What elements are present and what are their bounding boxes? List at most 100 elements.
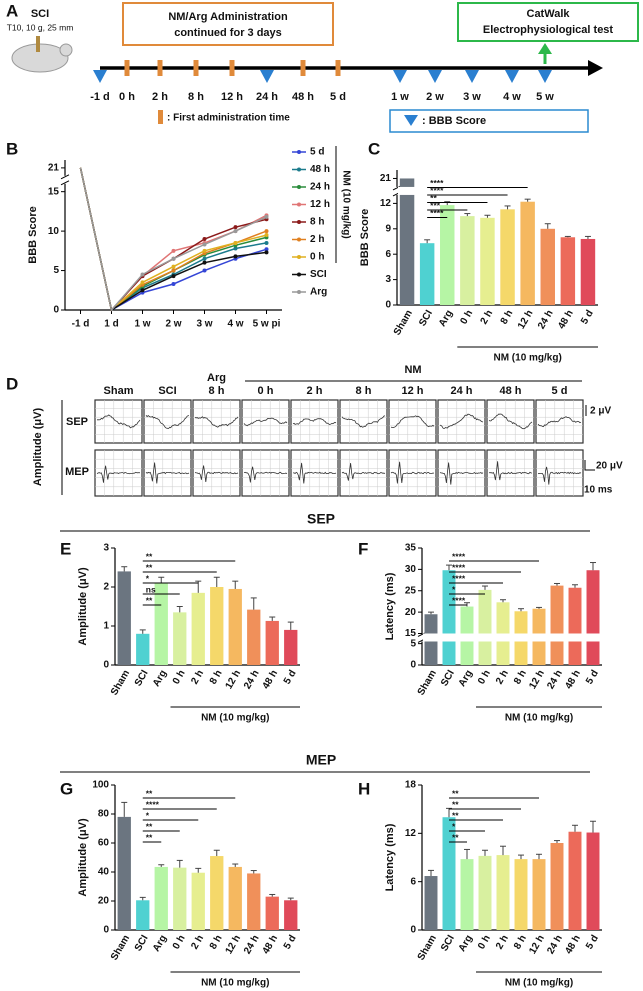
x-tick-label: Sham bbox=[392, 308, 415, 337]
legend-label: 48 h bbox=[310, 164, 330, 175]
x-tick-label: 5 d bbox=[584, 668, 601, 686]
x-tick-label: SCI bbox=[439, 668, 457, 688]
x-tick-label: 4 w bbox=[227, 319, 243, 330]
legend-swatch bbox=[297, 185, 301, 189]
column-label: SCI bbox=[158, 385, 176, 397]
y-tick-label: 12 bbox=[380, 198, 392, 209]
axis-break bbox=[392, 185, 402, 191]
column-top-label: Arg bbox=[207, 372, 226, 384]
x-tick-label: 24 h bbox=[536, 308, 556, 331]
y-tick-label: 15 bbox=[405, 628, 417, 639]
series-line bbox=[79, 167, 267, 312]
y-tick-label: 10 bbox=[48, 226, 60, 237]
series-point bbox=[171, 248, 176, 253]
bar bbox=[419, 243, 435, 305]
x-tick-label: 48 h bbox=[261, 668, 281, 691]
group-label: NM (10 mg/kg) bbox=[505, 978, 573, 989]
series-line bbox=[79, 167, 267, 312]
series-line bbox=[79, 167, 267, 312]
bar bbox=[191, 872, 205, 930]
series-point bbox=[233, 254, 238, 259]
series-point bbox=[202, 256, 207, 261]
bar bbox=[500, 209, 515, 305]
admin-legend-mark bbox=[158, 110, 163, 124]
x-tick-label: 0 h bbox=[476, 933, 493, 951]
y-tick-label: 9 bbox=[385, 223, 391, 234]
trace bbox=[439, 413, 484, 429]
bbb-marker bbox=[538, 70, 552, 83]
x-tick-label: 5 d bbox=[282, 933, 299, 951]
trace-box bbox=[437, 399, 486, 444]
x-tick-label: Arg bbox=[457, 933, 475, 953]
y-tick-label: 3 bbox=[385, 274, 391, 285]
x-tick-label: 48 h bbox=[261, 933, 281, 956]
x-tick-label: 1 d bbox=[104, 319, 118, 330]
group-label: NM (10 mg/kg) bbox=[201, 713, 269, 724]
series-point bbox=[264, 233, 269, 238]
x-tick-label: Arg bbox=[151, 668, 169, 688]
timeline-label: 12 h bbox=[221, 91, 243, 103]
panel-letter: G bbox=[60, 779, 73, 798]
legend-label: 12 h bbox=[310, 199, 330, 210]
axis-break-band bbox=[423, 633, 603, 642]
bbb-marker bbox=[428, 70, 442, 83]
y-tick-label: 0 bbox=[53, 305, 59, 316]
significance-label: * bbox=[146, 810, 150, 820]
bar bbox=[247, 873, 261, 930]
bar bbox=[399, 178, 415, 305]
test-title: Electrophysiological test bbox=[483, 24, 614, 36]
y-tick-label: 80 bbox=[98, 809, 110, 820]
column-label: 12 h bbox=[401, 385, 423, 397]
trace-box bbox=[388, 449, 437, 497]
bar bbox=[117, 571, 131, 665]
bar bbox=[191, 592, 205, 665]
bar bbox=[568, 831, 582, 930]
significance-label: ** bbox=[452, 832, 459, 842]
significance-label: * bbox=[146, 573, 150, 583]
y-tick-label: 12 bbox=[405, 828, 417, 839]
panel-letter: A bbox=[6, 1, 18, 20]
admin-marker bbox=[193, 60, 199, 76]
legend-swatch bbox=[297, 202, 301, 207]
trace bbox=[292, 418, 337, 426]
admin-title: continued for 3 days bbox=[174, 27, 282, 39]
series-point bbox=[202, 260, 207, 265]
trace bbox=[194, 416, 239, 428]
test-box bbox=[457, 2, 639, 42]
x-tick-label: 5 w pi bbox=[253, 319, 281, 330]
bar bbox=[550, 585, 564, 665]
timeline-label: -1 d bbox=[90, 91, 110, 103]
x-tick-label: 5 d bbox=[282, 668, 299, 686]
admin-box bbox=[122, 2, 334, 46]
group-label: NM (10 mg/kg) bbox=[505, 713, 573, 724]
x-tick-label: Sham bbox=[109, 933, 132, 962]
series-point bbox=[264, 247, 269, 252]
x-tick-label: 8 h bbox=[499, 308, 516, 326]
y-tick-label: 0 bbox=[385, 300, 391, 311]
series-point bbox=[171, 281, 176, 286]
y-axis-label: Amplitude (μV) bbox=[77, 818, 89, 897]
y-tick-label: 18 bbox=[405, 780, 417, 791]
panel-letter: E bbox=[60, 539, 71, 558]
trace bbox=[390, 461, 435, 484]
axis-break bbox=[60, 180, 70, 186]
x-tick-label: 12 h bbox=[224, 668, 244, 691]
y-tick-label: 0 bbox=[103, 660, 109, 671]
y-tick-label: 5 bbox=[53, 265, 59, 276]
trace bbox=[96, 465, 141, 483]
series-point bbox=[171, 274, 176, 279]
legend-label: 2 h bbox=[310, 234, 324, 245]
y-tick-label: 60 bbox=[98, 838, 110, 849]
y-tick-label: 0 bbox=[410, 660, 416, 671]
timeline-label: 48 h bbox=[292, 91, 314, 103]
x-tick-label: 2 w bbox=[165, 319, 181, 330]
x-tick-label: 3 w bbox=[196, 319, 212, 330]
series-point bbox=[264, 214, 269, 219]
legend-label: 8 h bbox=[310, 217, 324, 228]
trace-box bbox=[535, 399, 584, 444]
column-label: 0 h bbox=[258, 385, 274, 397]
trace bbox=[488, 413, 533, 430]
y-tick-label: 2 bbox=[103, 582, 109, 593]
panel-letter: H bbox=[358, 779, 370, 798]
bar bbox=[154, 866, 168, 930]
